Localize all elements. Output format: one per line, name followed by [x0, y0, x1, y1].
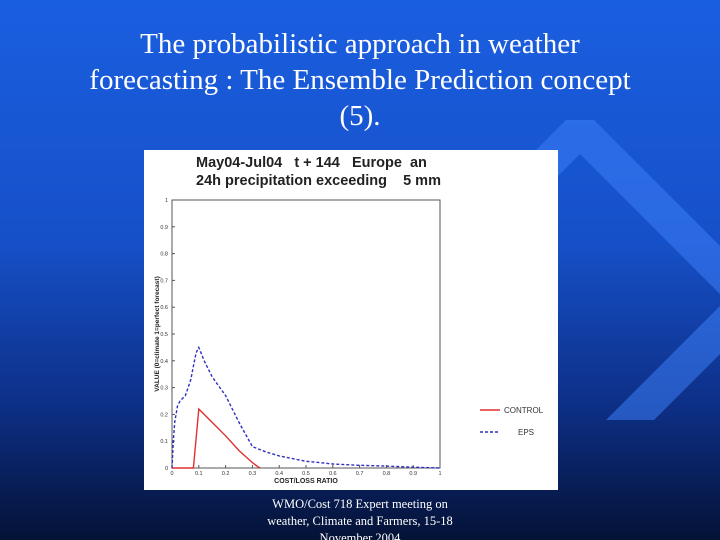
y-tick-label: 0 — [165, 466, 168, 472]
x-tick-label: 0 — [170, 471, 173, 477]
x-tick-label: 0.4 — [275, 471, 283, 477]
x-tick-label: 0.3 — [249, 471, 257, 477]
chart-panel: May04-Jul04 t + 144 Europe an 24h precipi… — [144, 150, 558, 490]
chart-title-line-1: May04-Jul04 t + 144 Europe an — [196, 155, 427, 171]
value-chart: 0 0.1 0.2 0.3 0.4 0.5 0.6 0.7 0.8 0.9 1 0 0.1 0.2 0.3 0… — [154, 198, 544, 485]
y-tick-label: 0.3 — [160, 386, 168, 392]
slide-title-line-2: forecasting : The Ensemble Prediction co… — [89, 64, 631, 96]
y-tick-label: 0.7 — [160, 278, 168, 284]
y-tick-label: 0.6 — [160, 305, 168, 311]
series-line-control — [172, 407, 261, 469]
x-tick-label: 0.5 — [302, 471, 310, 477]
x-axis-label: COST/LOSS RATIO — [274, 478, 338, 485]
y-tick-label: 0.4 — [160, 359, 168, 365]
y-tick-label: 0.9 — [160, 225, 168, 231]
x-tick-label: 1 — [438, 471, 441, 477]
slide-title-line-1: The probabilistic approach in weather — [140, 28, 580, 60]
slide-title-line-3: (5). — [339, 100, 381, 132]
y-tick-label: 0.8 — [160, 252, 168, 258]
chart-title-line-2: 24h precipitation exceeding 5 mm — [196, 173, 441, 189]
slide-title: The probabilistic approach in weather fo… — [30, 26, 690, 134]
x-tick-label: 0.7 — [356, 471, 364, 477]
plot-frame — [171, 199, 441, 469]
legend-label-control: CONTROL — [504, 406, 544, 415]
chart-title: May04-Jul04 t + 144 Europe an 24h precipi… — [196, 154, 441, 190]
y-axis-label: VALUE (0=climate 1=perfect forecast) — [154, 276, 161, 391]
y-tick-label: 0.5 — [160, 332, 168, 338]
legend-label-eps: EPS — [518, 428, 534, 437]
y-tick-label: 1 — [165, 198, 168, 204]
series-line-eps — [171, 345, 441, 469]
slide-footer: WMO/Cost 718 Expert meeting on weather, … — [267, 497, 453, 540]
x-tick-label: 0.9 — [409, 471, 417, 477]
x-tick-label: 0.2 — [222, 471, 230, 477]
x-tick-label: 0.1 — [195, 471, 203, 477]
y-tick-label: 0.1 — [160, 439, 168, 445]
x-tick-label: 0.6 — [329, 471, 337, 477]
y-tick-label: 0.2 — [160, 412, 168, 418]
x-tick-label: 0.8 — [383, 471, 391, 477]
